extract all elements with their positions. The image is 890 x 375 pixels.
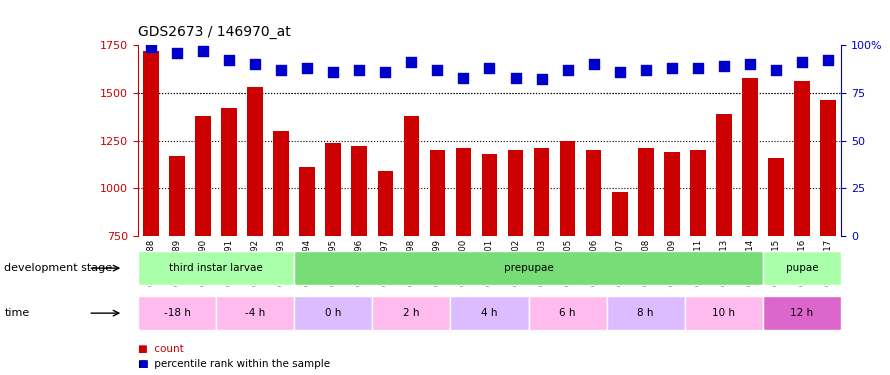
Bar (377, 171, 393, 375)
Bar (794, 81, 810, 375)
Text: third instar larvae: third instar larvae (169, 263, 263, 273)
Bar (295, 296, 372, 330)
Bar (143, 51, 158, 375)
Bar (768, 158, 784, 375)
Point (535, 76, 549, 82)
Text: ■  percentile rank within the sample: ■ percentile rank within the sample (138, 359, 330, 369)
Text: 4 h: 4 h (481, 308, 498, 318)
Point (821, 57, 835, 63)
Point (404, 59, 418, 65)
Point (144, 44, 158, 50)
Bar (138, 251, 295, 285)
Bar (664, 152, 680, 375)
Point (326, 69, 340, 75)
Point (482, 65, 497, 71)
Bar (612, 192, 627, 375)
Bar (534, 148, 549, 375)
Bar (195, 116, 211, 375)
Point (196, 48, 210, 54)
Text: 2 h: 2 h (403, 308, 419, 318)
Bar (560, 141, 576, 375)
Text: 0 h: 0 h (325, 308, 342, 318)
Point (248, 61, 263, 67)
Point (222, 57, 236, 63)
Bar (742, 78, 757, 375)
Text: ■: ■ (138, 359, 148, 369)
Text: 10 h: 10 h (712, 308, 735, 318)
Point (457, 75, 471, 81)
Bar (507, 150, 523, 375)
Point (378, 69, 392, 75)
Point (769, 67, 783, 73)
Bar (299, 167, 315, 375)
Bar (529, 296, 607, 330)
Bar (481, 154, 498, 375)
Bar (216, 296, 295, 330)
Point (561, 67, 575, 73)
Point (430, 67, 444, 73)
Point (743, 61, 757, 67)
Text: 8 h: 8 h (637, 308, 654, 318)
Bar (273, 131, 289, 375)
Bar (684, 296, 763, 330)
Text: ■  count: ■ count (138, 344, 183, 354)
Text: GDS2673 / 146970_at: GDS2673 / 146970_at (138, 25, 291, 39)
Point (639, 67, 653, 73)
Bar (716, 114, 732, 375)
Point (716, 63, 731, 69)
Point (795, 59, 809, 65)
Bar (169, 156, 185, 375)
Text: -4 h: -4 h (245, 308, 265, 318)
Point (587, 61, 601, 67)
Bar (352, 146, 367, 375)
Point (691, 65, 705, 71)
Text: pupae: pupae (786, 263, 818, 273)
Bar (372, 296, 450, 330)
Point (352, 67, 367, 73)
Text: -18 h: -18 h (164, 308, 190, 318)
Bar (690, 150, 706, 375)
Point (300, 65, 314, 71)
Bar (763, 296, 841, 330)
Text: time: time (4, 308, 29, 318)
Text: development stage: development stage (4, 263, 112, 273)
Bar (456, 148, 472, 375)
Bar (638, 148, 653, 375)
Bar (247, 87, 263, 375)
Point (612, 69, 627, 75)
Point (665, 65, 679, 71)
Bar (607, 296, 684, 330)
Point (274, 67, 288, 73)
Point (170, 50, 184, 55)
Text: prepupae: prepupae (504, 263, 554, 273)
Bar (138, 296, 216, 330)
Bar (763, 251, 841, 285)
Bar (326, 142, 341, 375)
Point (508, 75, 522, 81)
Bar (430, 150, 445, 375)
Bar (295, 251, 763, 285)
Text: 6 h: 6 h (560, 308, 576, 318)
Bar (586, 150, 602, 375)
Bar (821, 100, 836, 375)
Bar (403, 116, 419, 375)
Text: 12 h: 12 h (790, 308, 813, 318)
Bar (450, 296, 529, 330)
Bar (222, 108, 237, 375)
